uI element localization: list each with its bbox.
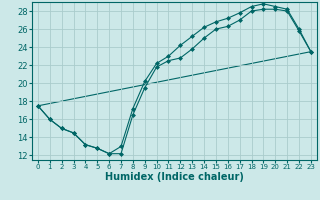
X-axis label: Humidex (Indice chaleur): Humidex (Indice chaleur) [105, 172, 244, 182]
